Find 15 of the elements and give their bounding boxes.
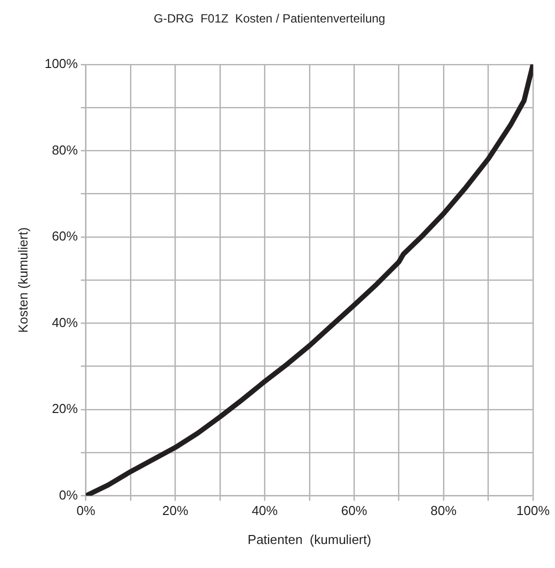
- y-axis-title: Kosten (kumuliert): [15, 227, 30, 333]
- x-tick-label: 20%: [162, 503, 189, 518]
- chart-title: G-DRG F01Z Kosten / Patientenverteilung: [154, 12, 386, 26]
- y-tick-label: 20%: [52, 401, 78, 416]
- x-tick-label: 40%: [252, 503, 278, 518]
- x-tick-label: 60%: [341, 503, 368, 518]
- y-tick-label: 100%: [44, 56, 78, 71]
- y-tick-label: 40%: [52, 314, 78, 330]
- x-tick-label: 100%: [516, 503, 550, 518]
- y-tick-label: 80%: [52, 142, 78, 158]
- x-axis-title: Patienten (kumuliert): [248, 532, 372, 547]
- x-tick-label: 80%: [430, 503, 458, 518]
- y-tick-label: 0%: [59, 487, 78, 502]
- x-tick-label: 0%: [76, 503, 96, 518]
- y-tick-label: 60%: [52, 228, 78, 244]
